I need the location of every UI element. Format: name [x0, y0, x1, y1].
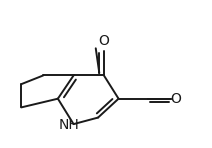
Text: O: O — [171, 92, 181, 106]
Text: O: O — [98, 34, 109, 48]
Text: NH: NH — [59, 118, 80, 132]
